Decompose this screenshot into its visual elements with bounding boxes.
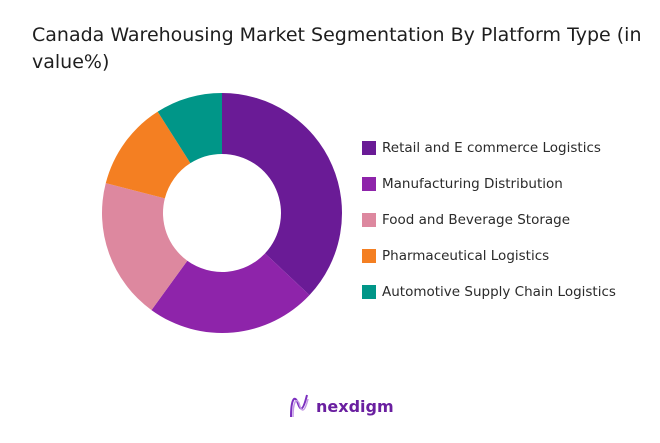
legend-swatch [362, 285, 376, 299]
donut-slice-2 [151, 253, 310, 333]
nexdigm-logo-icon [290, 394, 309, 418]
legend-item: Automotive Supply Chain Logistics [362, 274, 616, 310]
legend-label: Food and Beverage Storage [382, 212, 571, 228]
donut-slice-5 [157, 93, 222, 164]
legend-swatch [362, 249, 376, 263]
legend-swatch [362, 177, 376, 191]
chart-title: Canada Warehousing Market Segmentation B… [32, 24, 642, 73]
legend-label: Retail and E commerce Logistics [382, 140, 601, 156]
legend-label: Pharmaceutical Logistics [382, 248, 550, 264]
brand-logo: nexdigm [288, 393, 394, 419]
donut-slice-1 [222, 93, 342, 296]
legend: Retail and E commerce Logistics Manufactu… [362, 130, 616, 310]
brand-name: nexdigm [316, 396, 394, 416]
donut-slice-4 [105, 111, 191, 199]
legend-label: Automotive Supply Chain Logistics [382, 284, 616, 300]
legend-label: Manufacturing Distribution [382, 176, 563, 192]
legend-item: Manufacturing Distribution [362, 166, 616, 202]
donut-slice-3 [102, 183, 188, 311]
legend-item: Food and Beverage Storage [362, 202, 616, 238]
legend-swatch [362, 213, 376, 227]
legend-swatch [362, 141, 376, 155]
legend-item: Pharmaceutical Logistics [362, 238, 616, 274]
legend-item: Retail and E commerce Logistics [362, 130, 616, 166]
